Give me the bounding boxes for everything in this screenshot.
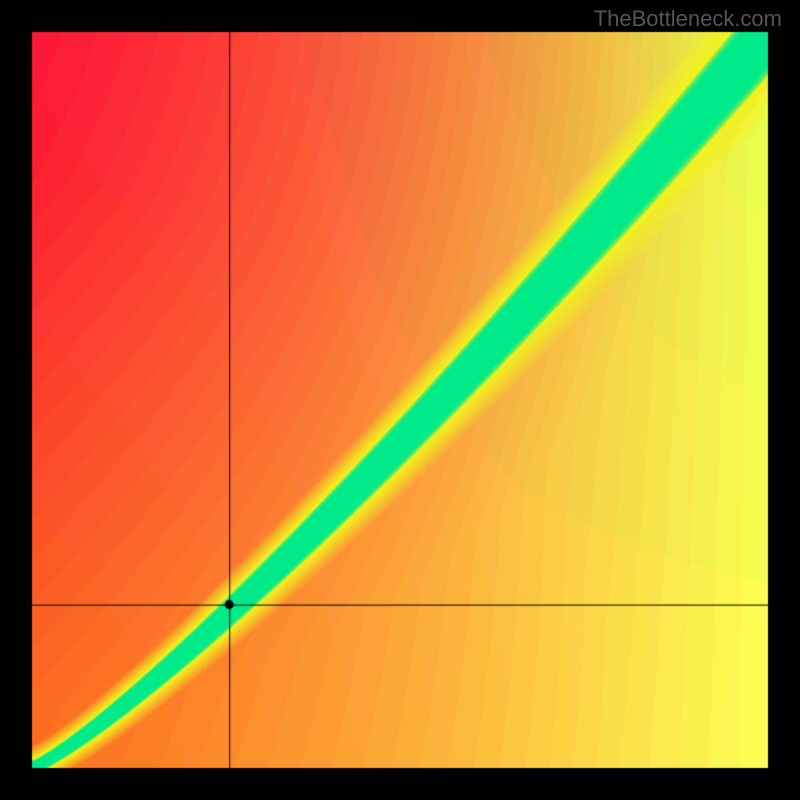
watermark-text: TheBottleneck.com <box>594 6 782 32</box>
bottleneck-heatmap <box>0 0 800 800</box>
chart-container: TheBottleneck.com <box>0 0 800 800</box>
